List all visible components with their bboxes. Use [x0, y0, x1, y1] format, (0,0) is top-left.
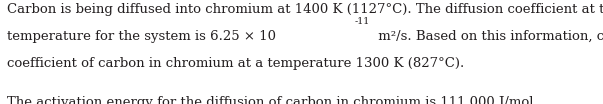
- Text: coefficient of carbon in chromium at a temperature 1300 K (827°C).: coefficient of carbon in chromium at a t…: [7, 57, 464, 70]
- Text: temperature for the system is 6.25 × 10: temperature for the system is 6.25 × 10: [7, 30, 276, 43]
- Text: -11: -11: [355, 17, 370, 26]
- Text: The activation energy for the diffusion of carbon in chromium is 111,000 J/mol.: The activation energy for the diffusion …: [7, 96, 538, 104]
- Text: Carbon is being diffused into chromium at 1400 K (1127°C). The diffusion coeffic: Carbon is being diffused into chromium a…: [7, 3, 603, 16]
- Text: m²/s. Based on this information, calculate the diffusion: m²/s. Based on this information, calcula…: [374, 30, 603, 43]
